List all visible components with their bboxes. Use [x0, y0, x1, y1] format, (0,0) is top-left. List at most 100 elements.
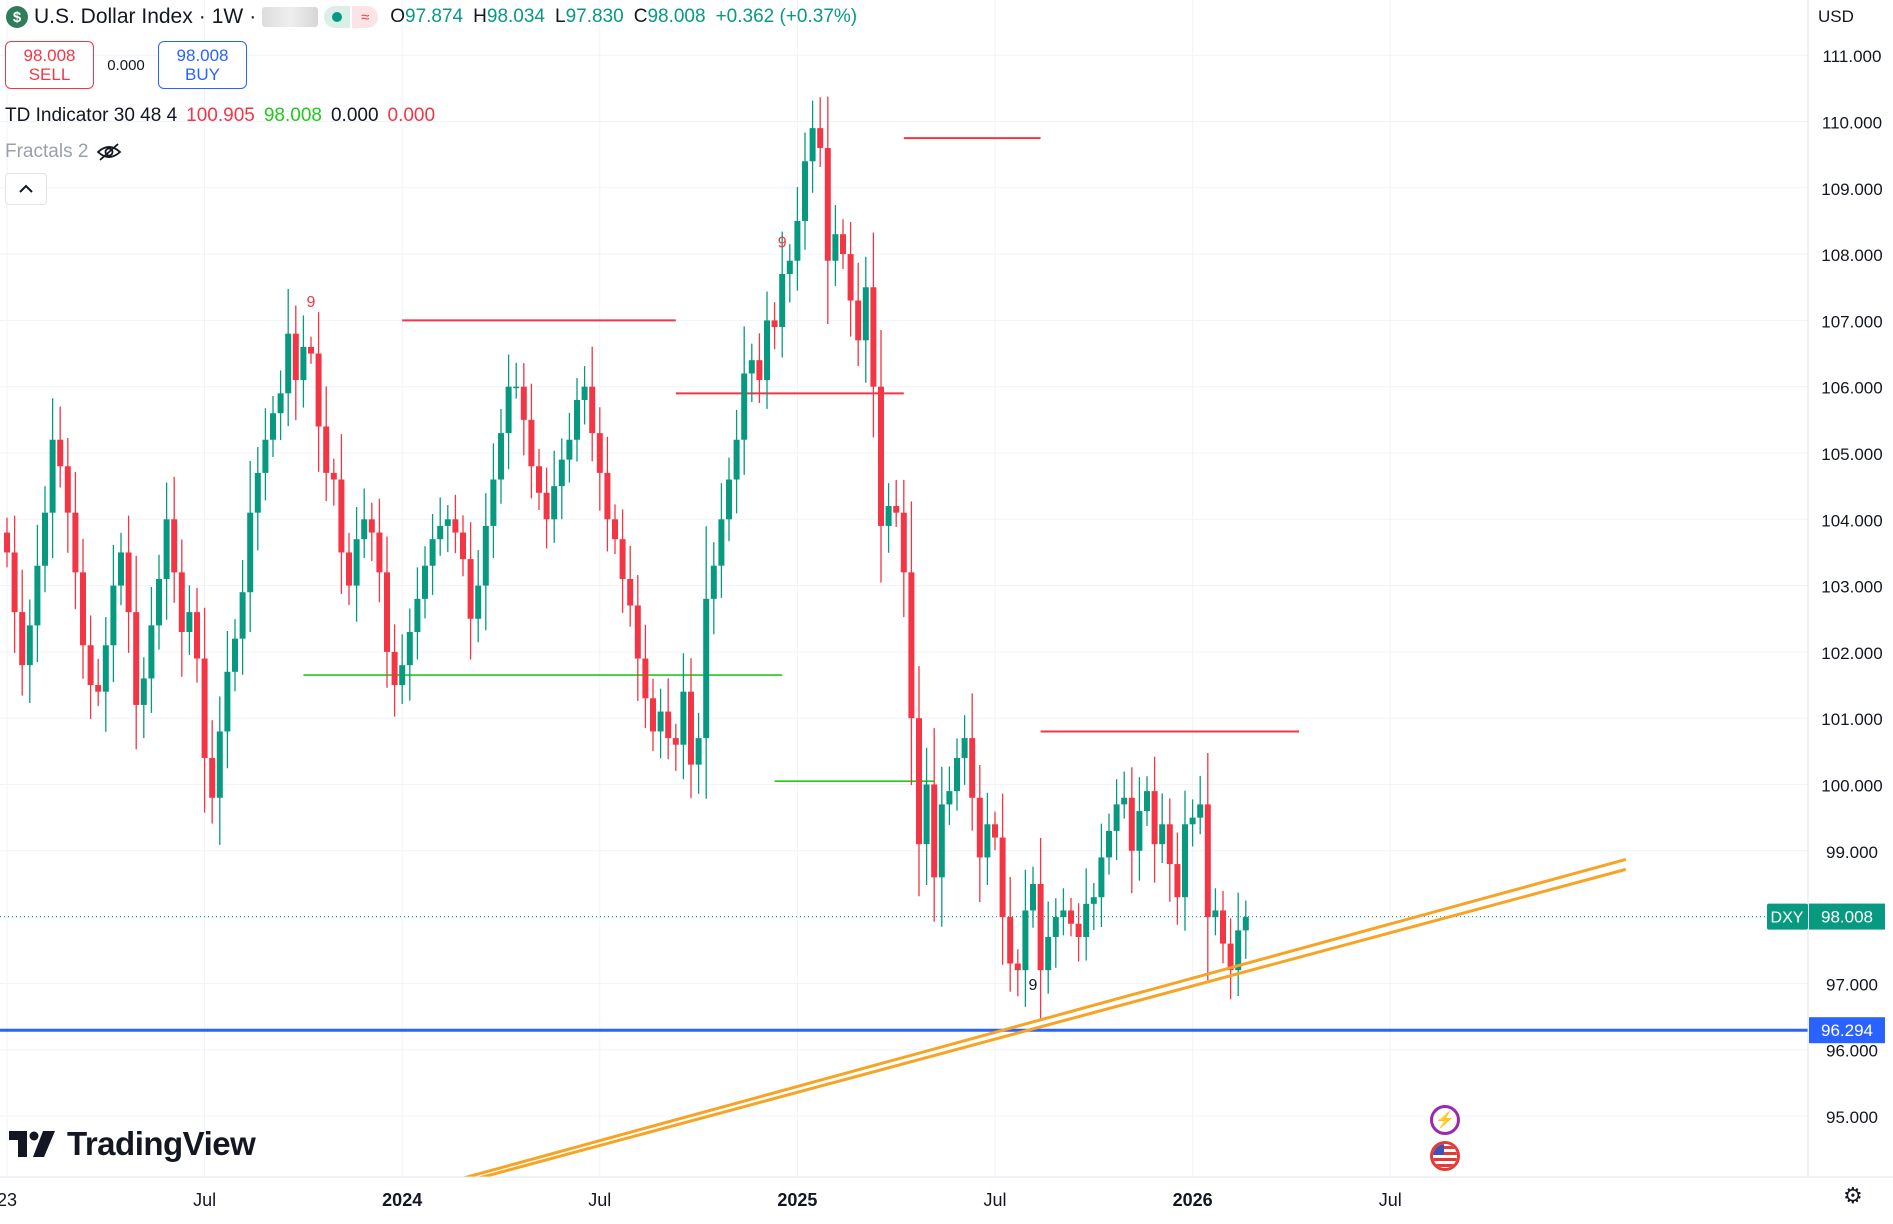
candle-body	[140, 678, 147, 705]
candle-body	[133, 612, 140, 705]
candle-body	[19, 612, 26, 666]
level-price-tag: 96.294	[1821, 1021, 1873, 1040]
candle-body	[672, 738, 679, 745]
candle-body	[1174, 864, 1181, 898]
candle-body	[391, 651, 398, 686]
market-status-toggle[interactable]: ≈	[324, 6, 379, 28]
candle-body	[916, 718, 922, 845]
ohlc-values: O97.874 H98.034 L97.830 C98.008 +0.362 (…	[390, 6, 858, 27]
candle-body	[931, 784, 938, 878]
candle-body	[893, 506, 900, 513]
candle-body	[551, 486, 558, 520]
level-price-tag-bg	[1809, 1017, 1885, 1044]
separator-dot: ·	[198, 5, 206, 28]
candle-body	[1197, 804, 1204, 818]
candle-body	[224, 671, 231, 732]
candle-body	[429, 539, 436, 566]
currency-label[interactable]: USD	[1818, 7, 1854, 26]
candle-body	[186, 612, 193, 633]
candle-body	[323, 426, 330, 473]
candle-body	[938, 804, 945, 878]
price-tick-label: 105.000	[1821, 445, 1882, 464]
price-tick-label: 103.000	[1821, 578, 1882, 597]
price-tick-label: 99.000	[1826, 843, 1878, 862]
candle-body	[574, 399, 580, 440]
td-sequential-marker: 9	[1029, 977, 1038, 994]
symbol-header[interactable]: $ U.S. Dollar Index · 1W · ≈ O97.874 H98…	[6, 4, 857, 30]
candle-body	[855, 300, 862, 341]
fractals-legend[interactable]: Fractals 2	[5, 141, 122, 163]
price-tick-label: 101.000	[1821, 710, 1882, 729]
eye-hidden-icon[interactable]	[96, 142, 122, 162]
candle-body	[1182, 824, 1188, 898]
symbol-title[interactable]: U.S. Dollar Index	[34, 5, 193, 28]
candle-body	[680, 691, 687, 745]
spread-value: 0.000	[107, 56, 145, 74]
brand-name: TradingView	[67, 1125, 256, 1162]
candle-body	[1014, 963, 1021, 971]
candle-body	[741, 373, 748, 440]
candle-body	[1083, 903, 1090, 937]
candle-body	[353, 539, 360, 586]
candle-body	[908, 572, 915, 719]
candle-body	[118, 552, 124, 586]
candle-body	[1144, 791, 1150, 812]
event-lightning-icon[interactable]: ⚡	[1430, 1105, 1460, 1135]
blurred-exchange	[262, 7, 319, 27]
candle-body	[1007, 917, 1014, 964]
candle-body	[528, 419, 535, 467]
candle-body	[95, 685, 102, 692]
trend-line	[447, 857, 1627, 1184]
candle-body	[1037, 883, 1044, 971]
candle-body	[330, 472, 337, 480]
candle-body	[1075, 923, 1082, 937]
candle-body	[802, 161, 808, 221]
candle-body	[1045, 936, 1052, 971]
candle-body	[102, 645, 109, 692]
candle-body	[840, 234, 846, 255]
candle-body	[277, 393, 284, 414]
interval-label[interactable]: 1W	[211, 5, 244, 28]
candle-body	[346, 552, 352, 586]
settings-gear-icon[interactable]: ⚙	[1843, 1183, 1863, 1208]
td-indicator-legend[interactable]: TD Indicator 30 48 4 100.905 98.008 0.00…	[5, 105, 436, 126]
buy-button[interactable]: 98.008 BUY	[158, 41, 247, 89]
candle-body	[156, 578, 162, 626]
candle-body	[862, 287, 869, 341]
candle-body	[817, 128, 824, 149]
candle-body	[1068, 910, 1074, 924]
candle-body	[1052, 917, 1059, 937]
market-open-icon	[324, 6, 351, 28]
candle-body	[49, 439, 56, 513]
candle-body	[80, 572, 86, 646]
price-tick-label: 107.000	[1821, 312, 1882, 331]
time-tick-label: Jul	[588, 1190, 611, 1210]
us-flag-event-icon[interactable]	[1430, 1141, 1460, 1171]
symbol-tag: DXY	[1771, 910, 1804, 927]
candle-body	[110, 585, 117, 646]
candle-body	[870, 287, 877, 387]
sell-button[interactable]: 98.008 SELL	[5, 41, 94, 89]
candle-body	[923, 784, 930, 845]
candle-body	[1166, 824, 1173, 865]
candle-body	[498, 433, 504, 480]
collapse-legend-button[interactable]	[5, 173, 47, 205]
price-tick-label: 100.000	[1821, 777, 1882, 796]
candle-body	[900, 512, 907, 573]
candle-body	[642, 658, 649, 699]
candle-body	[232, 638, 238, 672]
candle-body	[1060, 910, 1067, 918]
candle-body	[178, 572, 185, 633]
candle-body	[452, 519, 459, 533]
candle-body	[1030, 883, 1036, 911]
candle-body	[11, 552, 18, 613]
candle-body	[1022, 910, 1029, 971]
candle-body	[627, 578, 634, 606]
candle-body	[1189, 817, 1196, 825]
candle-body	[422, 565, 428, 599]
candle-body	[786, 260, 793, 274]
dollar-logo-icon: $	[6, 6, 28, 28]
candle-body	[992, 824, 998, 838]
